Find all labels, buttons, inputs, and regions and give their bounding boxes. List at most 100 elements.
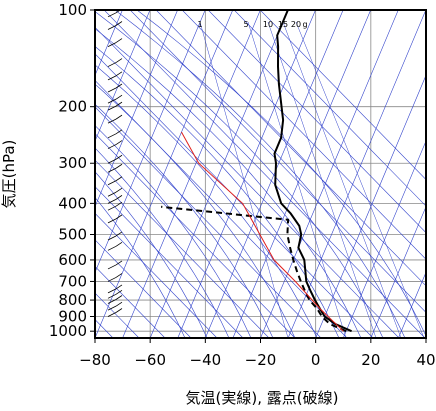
- moist-adiabat-line: [114, 10, 406, 338]
- wind-barb: [107, 62, 117, 67]
- x-tick-label: 20: [361, 351, 380, 369]
- isotherm-line: [122, 10, 261, 338]
- wind-barb: [107, 299, 117, 304]
- moist-adiabat-line: [95, 64, 318, 338]
- wind-barb: [107, 75, 117, 81]
- x-tick-label: −40: [190, 351, 222, 369]
- wind-barb: [107, 158, 117, 164]
- wind-barb-flag: [115, 214, 123, 220]
- wind-barb-flag: [115, 284, 123, 290]
- dry-adiabat-line: [129, 10, 426, 313]
- y-tick-label: 1000: [49, 322, 87, 340]
- isotherm-line: [342, 140, 426, 338]
- wind-barb: [107, 12, 117, 18]
- y-tick-label: 400: [58, 194, 87, 212]
- wind-barb-flag: [115, 289, 123, 295]
- wind-barb: [107, 144, 117, 149]
- dry-adiabat-line: [207, 10, 426, 234]
- y-axis-label: 気圧(hPa): [0, 140, 18, 209]
- isotherm-line: [149, 10, 289, 338]
- x-tick-label: 0: [311, 351, 321, 369]
- moist-adiabat-line: [95, 11, 384, 338]
- x-tick-label: −60: [134, 351, 166, 369]
- isotherm-lines: [95, 10, 426, 338]
- wind-barb: [107, 87, 117, 93]
- y-tick-label: 900: [58, 307, 87, 325]
- isotherm-line: [370, 205, 426, 338]
- temperature-series-line: [273, 10, 353, 333]
- wind-barb: [107, 264, 117, 270]
- moist-adiabat-line: [136, 10, 426, 337]
- wind-barb: [107, 167, 117, 173]
- y-tick-label: 200: [58, 98, 87, 116]
- dry-adiabat-line: [95, 26, 400, 338]
- mixing-ratio-line: [295, 21, 425, 338]
- grid-lines: [95, 10, 426, 338]
- wind-barb: [107, 118, 117, 124]
- x-tick-label: −20: [245, 351, 277, 369]
- wind-barb: [107, 305, 117, 311]
- wind-barb: [107, 25, 117, 30]
- wind-barb-flag: [115, 295, 123, 300]
- wind-barb: [107, 293, 117, 299]
- wind-barb: [107, 191, 117, 197]
- dry-adiabat-line: [259, 10, 426, 180]
- wind-barb: [107, 133, 117, 139]
- wind-barb-flag: [115, 260, 123, 266]
- wind-barb-flag: [115, 231, 123, 237]
- dry-adiabat-line: [95, 212, 218, 338]
- wind-barb-flag: [115, 94, 123, 100]
- wind-barb-flag: [115, 129, 123, 135]
- y-tick-label: 100: [58, 1, 87, 19]
- moist-adiabat-line: [95, 46, 340, 338]
- isotherm-line: [95, 10, 151, 142]
- mixing-ratio-label: g: [302, 20, 307, 29]
- wind-barb: [107, 199, 117, 204]
- dry-adiabat-line: [95, 159, 270, 338]
- isotherm-line: [232, 10, 371, 338]
- wind-barb: [107, 245, 117, 251]
- wind-barb-flag: [115, 201, 123, 207]
- isotherm-line: [95, 10, 206, 274]
- wind-barb-flag: [115, 273, 123, 278]
- dry-adiabat-line: [95, 266, 166, 338]
- wind-barb-flag: [115, 163, 123, 169]
- moist-adiabat-line: [95, 103, 274, 338]
- x-axis-label: 気温(実線), 露点(破線): [186, 389, 339, 407]
- wind-barb: [107, 218, 117, 224]
- dry-adiabat-line: [181, 10, 426, 260]
- y-tick-label: 800: [58, 291, 87, 309]
- y-tick-label: 300: [58, 154, 87, 172]
- wind-barb: [107, 312, 117, 317]
- wind-barb-flag: [115, 241, 123, 247]
- mixing-ratio-label: 5: [243, 20, 248, 29]
- mixing-ratio-line: [247, 21, 347, 338]
- wind-barb-flag: [115, 58, 123, 63]
- isotherm-line: [287, 10, 426, 338]
- wind-barb: [107, 235, 117, 241]
- wind-barb: [107, 105, 117, 111]
- wind-barb-flag: [115, 176, 123, 182]
- wind-barb-flag: [115, 301, 123, 307]
- mixing-ratio-line: [199, 21, 289, 338]
- wind-barb: [107, 98, 117, 104]
- isotherm-line: [425, 337, 426, 338]
- x-tick-label: −80: [79, 351, 111, 369]
- wind-barb: [107, 288, 117, 294]
- dry-adiabat-line: [95, 79, 348, 338]
- wind-barb-flag: [115, 195, 123, 200]
- mixing-ratio-lines: [199, 21, 425, 338]
- wind-barb: [107, 205, 117, 211]
- mixing-ratio-line: [267, 21, 377, 338]
- mixing-ratio-label: 20: [291, 20, 301, 29]
- isotherm-line: [205, 10, 344, 338]
- isotherm-line: [315, 74, 426, 338]
- wind-barb-flag: [115, 187, 123, 193]
- y-tick-label: 500: [58, 226, 87, 244]
- dry-adiabat-line: [95, 186, 244, 338]
- x-tick-label: 40: [416, 351, 435, 369]
- wind-barb-flag: [115, 101, 123, 107]
- x-axis-ticks: −80 −60 −40 −20 0 20 40: [79, 338, 436, 369]
- moist-adiabat-line: [95, 125, 252, 338]
